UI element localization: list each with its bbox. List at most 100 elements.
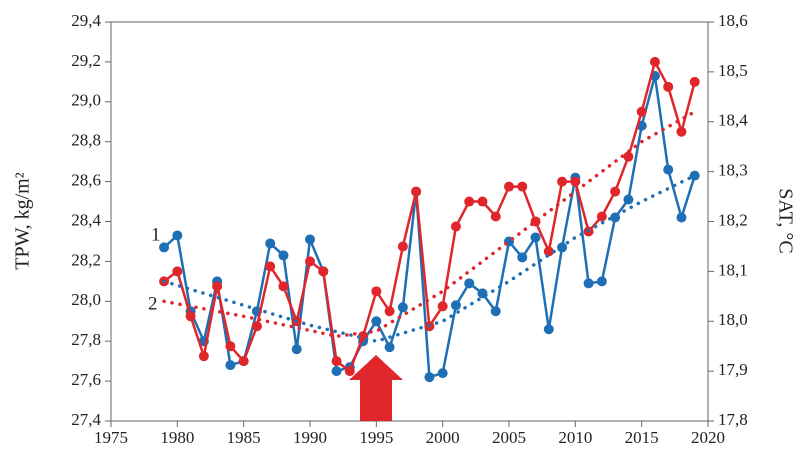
y2-tick-label: 18,0 — [718, 310, 748, 329]
point — [212, 281, 223, 292]
point — [636, 106, 647, 117]
point — [344, 366, 355, 377]
point — [305, 234, 315, 245]
y-tick-label: 27,4 — [71, 410, 101, 429]
point — [397, 241, 408, 252]
x-tick-label: 1995 — [359, 428, 393, 447]
annotation: 1 — [151, 224, 161, 245]
point — [424, 372, 435, 383]
x-tick-label: 2005 — [492, 428, 526, 447]
y-tick-label: 29,2 — [71, 51, 101, 70]
point — [397, 302, 408, 313]
point — [265, 261, 276, 272]
y-tick-label: 28,8 — [71, 131, 101, 150]
point — [291, 344, 302, 355]
x-tick-label: 2010 — [558, 428, 592, 447]
y2-tick-label: 18,6 — [718, 11, 748, 30]
point — [623, 151, 634, 162]
y-tick-label: 28,4 — [71, 210, 101, 229]
point — [477, 196, 488, 207]
point — [318, 266, 329, 277]
point — [689, 76, 700, 87]
point — [384, 306, 395, 317]
point — [610, 186, 621, 197]
point — [464, 278, 475, 289]
point — [251, 321, 262, 332]
point — [172, 230, 183, 241]
point — [225, 341, 236, 352]
point — [663, 81, 674, 92]
point — [530, 232, 541, 243]
x-tick-label: 1975 — [94, 428, 128, 447]
point — [278, 281, 289, 292]
line — [163, 75, 696, 379]
y2-axis-label: SAT, °C — [774, 188, 796, 253]
point — [437, 301, 448, 312]
point — [543, 324, 554, 335]
y-tick-label: 28,6 — [71, 171, 101, 190]
y-tick-label: 29,4 — [71, 11, 101, 30]
point — [305, 256, 315, 267]
y2-tick-label: 18,1 — [718, 260, 748, 279]
point — [450, 221, 461, 232]
x-tick-label: 2000 — [426, 428, 460, 447]
trend-line — [162, 173, 697, 344]
point — [238, 356, 249, 367]
point — [570, 176, 581, 187]
point — [384, 342, 395, 353]
y2-tick-label: 18,3 — [718, 161, 748, 180]
point — [596, 211, 607, 222]
y2-tick-label: 18,5 — [718, 61, 748, 80]
y-axis-label: TPW, kg/m² — [12, 172, 34, 270]
x-tick-label: 1985 — [227, 428, 261, 447]
arrow — [349, 355, 403, 421]
point — [450, 300, 461, 311]
point — [543, 246, 554, 257]
point — [159, 242, 170, 253]
point — [225, 360, 236, 371]
point — [371, 316, 382, 327]
point — [517, 181, 528, 192]
point — [623, 194, 634, 205]
y-tick-label: 27,6 — [71, 370, 101, 389]
y2-tick-label: 17,8 — [718, 410, 748, 429]
y-tick-label: 28,2 — [71, 250, 101, 269]
point — [464, 196, 475, 207]
point — [676, 212, 687, 223]
point — [490, 211, 501, 222]
point — [557, 176, 568, 187]
point — [663, 164, 674, 175]
point — [265, 238, 276, 249]
point — [198, 351, 209, 362]
x-tick-label: 2015 — [625, 428, 659, 447]
point — [371, 286, 382, 297]
point — [437, 368, 448, 379]
point — [411, 186, 422, 197]
point — [676, 126, 687, 137]
y-tick-label: 27,8 — [71, 330, 101, 349]
annotation: 2 — [148, 293, 158, 314]
point — [689, 170, 700, 181]
point — [172, 266, 183, 277]
point — [331, 366, 342, 377]
point — [517, 252, 528, 263]
x-tick-label: 1990 — [293, 428, 327, 447]
point — [649, 56, 660, 67]
point — [185, 311, 196, 322]
point — [583, 278, 594, 289]
point — [504, 181, 514, 192]
x-tick-label: 1980 — [160, 428, 194, 447]
point — [278, 250, 289, 261]
point — [610, 212, 621, 223]
point — [331, 356, 342, 367]
point — [596, 276, 607, 287]
x-tick-label: 2020 — [691, 428, 725, 447]
y2-tick-label: 18,4 — [718, 111, 748, 130]
point — [490, 306, 501, 317]
y-tick-label: 28,0 — [71, 290, 101, 309]
trend-line — [162, 110, 697, 338]
y2-tick-label: 18,2 — [718, 210, 748, 229]
y-tick-label: 29,0 — [71, 91, 101, 110]
